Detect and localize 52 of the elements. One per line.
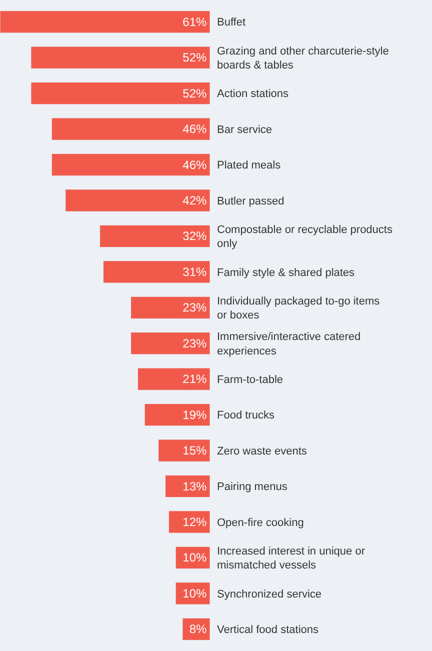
bar bbox=[144, 403, 210, 426]
y-tick-label: Compostable or recyclable products only bbox=[217, 224, 393, 250]
bar bbox=[51, 153, 210, 176]
y-tick-label: Action stations bbox=[217, 88, 290, 100]
data-label: 10% bbox=[182, 550, 207, 565]
y-tick-label: Plated meals bbox=[217, 160, 282, 172]
y-tick-label: Butler passed bbox=[217, 195, 284, 208]
data-label: 21% bbox=[182, 372, 207, 386]
data-label: 19% bbox=[182, 408, 207, 422]
bar bbox=[137, 368, 210, 390]
data-label: 23% bbox=[182, 336, 207, 350]
y-tick-label: Synchronized service bbox=[217, 588, 322, 600]
y-tick-label: Pairing menus bbox=[217, 481, 288, 494]
y-tick-label: Bar service bbox=[217, 124, 272, 136]
bar bbox=[130, 296, 210, 319]
bar bbox=[182, 618, 210, 640]
y-tick-label: Buffet bbox=[217, 16, 246, 29]
bar bbox=[65, 189, 210, 212]
data-label: 52% bbox=[182, 86, 207, 100]
bar bbox=[30, 82, 210, 105]
data-label: 23% bbox=[182, 300, 207, 315]
y-tick-label: Individually packaged to-go items or boxes bbox=[217, 295, 380, 322]
y-tick-label: Farm-to-table bbox=[217, 374, 284, 386]
data-label: 46% bbox=[182, 122, 207, 136]
data-label: 52% bbox=[182, 50, 207, 65]
bar bbox=[175, 582, 210, 605]
bar bbox=[100, 224, 210, 248]
data-label: 12% bbox=[182, 514, 207, 529]
bar bbox=[158, 439, 210, 462]
data-label: 61% bbox=[182, 14, 207, 29]
y-tick-label: Vertical food stations bbox=[217, 624, 320, 636]
data-label: 13% bbox=[182, 479, 207, 494]
y-tick-label: Open-fire cooking bbox=[217, 516, 304, 529]
y-tick-label: Immersive/interactive catered experiences bbox=[217, 331, 361, 358]
bar bbox=[51, 118, 210, 140]
bar bbox=[165, 474, 210, 498]
y-tick-label: Zero waste events bbox=[217, 445, 308, 458]
bar bbox=[103, 260, 210, 284]
data-label: 46% bbox=[182, 158, 207, 172]
bar bbox=[130, 332, 210, 355]
data-label: 10% bbox=[182, 586, 207, 600]
data-label: 42% bbox=[182, 193, 207, 208]
data-label: 31% bbox=[182, 264, 207, 279]
bar bbox=[168, 510, 210, 534]
y-tick-label: Family style & shared plates bbox=[217, 266, 356, 279]
data-label: 32% bbox=[182, 229, 207, 244]
y-tick-label: Grazing and other charcuterie-style boards & tables bbox=[217, 45, 389, 72]
y-tick-label: Increased interest in unique or mismatched vessels bbox=[217, 545, 366, 572]
bar bbox=[30, 46, 210, 69]
data-label: 15% bbox=[182, 444, 207, 458]
y-tick-label: Food trucks bbox=[217, 410, 275, 422]
data-label: 8% bbox=[189, 622, 207, 636]
